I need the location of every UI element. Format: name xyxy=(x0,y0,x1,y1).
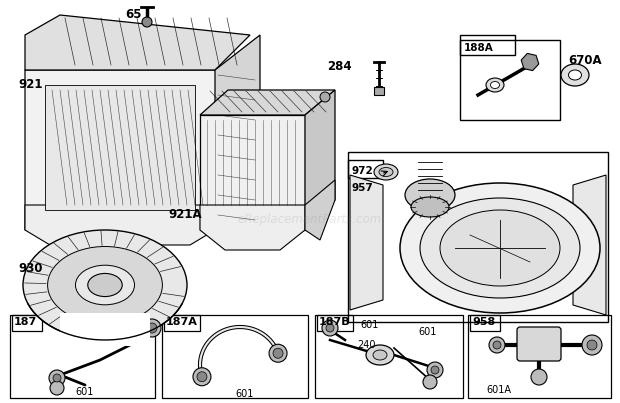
Bar xyxy=(470,315,500,331)
Ellipse shape xyxy=(48,247,162,324)
Polygon shape xyxy=(215,170,260,230)
Ellipse shape xyxy=(23,230,187,340)
Circle shape xyxy=(143,319,161,337)
Circle shape xyxy=(269,344,287,362)
Text: 601: 601 xyxy=(360,320,378,330)
Ellipse shape xyxy=(411,197,449,217)
Ellipse shape xyxy=(486,78,504,92)
Circle shape xyxy=(197,372,207,382)
Circle shape xyxy=(423,375,437,389)
Text: 921: 921 xyxy=(18,79,43,91)
Polygon shape xyxy=(25,15,250,70)
FancyBboxPatch shape xyxy=(517,327,561,361)
Bar xyxy=(10,315,155,398)
Polygon shape xyxy=(215,35,260,230)
Circle shape xyxy=(322,320,338,336)
Circle shape xyxy=(50,381,64,395)
Text: 240: 240 xyxy=(357,340,376,350)
Ellipse shape xyxy=(561,64,589,86)
Polygon shape xyxy=(25,70,260,230)
Bar xyxy=(468,315,611,398)
Text: 930: 930 xyxy=(18,262,43,274)
Text: 957: 957 xyxy=(351,183,373,193)
Text: 972: 972 xyxy=(351,166,373,176)
Bar xyxy=(315,315,463,398)
Circle shape xyxy=(193,368,211,386)
Ellipse shape xyxy=(400,183,600,313)
Polygon shape xyxy=(573,175,606,315)
Circle shape xyxy=(49,370,65,386)
Circle shape xyxy=(273,348,283,358)
Text: 958: 958 xyxy=(472,317,495,327)
Text: 670A: 670A xyxy=(569,54,602,66)
Circle shape xyxy=(326,324,334,332)
Circle shape xyxy=(493,341,501,349)
Circle shape xyxy=(320,92,330,102)
Bar xyxy=(317,315,353,331)
Ellipse shape xyxy=(405,179,455,211)
Circle shape xyxy=(531,369,547,385)
Circle shape xyxy=(489,337,505,353)
Text: eReplacementParts.com: eReplacementParts.com xyxy=(238,214,382,226)
Circle shape xyxy=(582,335,602,355)
Ellipse shape xyxy=(379,168,393,177)
Ellipse shape xyxy=(420,198,580,298)
Bar xyxy=(460,35,515,55)
Text: 187B: 187B xyxy=(319,317,351,327)
Text: 921A: 921A xyxy=(168,208,202,222)
Ellipse shape xyxy=(76,265,135,305)
Circle shape xyxy=(53,374,61,382)
Ellipse shape xyxy=(88,274,122,297)
Text: 187A: 187A xyxy=(166,317,198,327)
Bar xyxy=(348,160,383,178)
Polygon shape xyxy=(200,205,305,250)
Polygon shape xyxy=(305,180,335,240)
Polygon shape xyxy=(60,312,150,345)
Ellipse shape xyxy=(374,164,398,180)
Polygon shape xyxy=(350,175,383,310)
Polygon shape xyxy=(305,90,335,230)
Circle shape xyxy=(587,340,597,350)
Text: 187: 187 xyxy=(14,317,37,327)
Bar xyxy=(348,152,608,322)
Circle shape xyxy=(142,17,152,27)
Circle shape xyxy=(427,362,443,378)
Polygon shape xyxy=(200,115,305,230)
Ellipse shape xyxy=(366,345,394,365)
Bar xyxy=(460,40,560,120)
FancyBboxPatch shape xyxy=(374,87,384,95)
Ellipse shape xyxy=(440,210,560,286)
Text: 284: 284 xyxy=(327,60,352,73)
Polygon shape xyxy=(200,90,335,115)
Circle shape xyxy=(147,323,157,333)
Polygon shape xyxy=(25,205,215,245)
Ellipse shape xyxy=(569,70,582,80)
Circle shape xyxy=(431,366,439,374)
Text: 601: 601 xyxy=(76,387,94,397)
Ellipse shape xyxy=(373,350,387,360)
Ellipse shape xyxy=(490,81,500,89)
Bar xyxy=(164,315,200,331)
Bar xyxy=(162,315,308,398)
Text: 188A: 188A xyxy=(464,43,494,53)
Text: 601: 601 xyxy=(236,389,254,399)
Text: 601A: 601A xyxy=(486,385,511,395)
Text: 601: 601 xyxy=(418,327,436,337)
Bar xyxy=(12,315,42,331)
Polygon shape xyxy=(45,85,195,210)
Text: 65: 65 xyxy=(125,8,141,21)
